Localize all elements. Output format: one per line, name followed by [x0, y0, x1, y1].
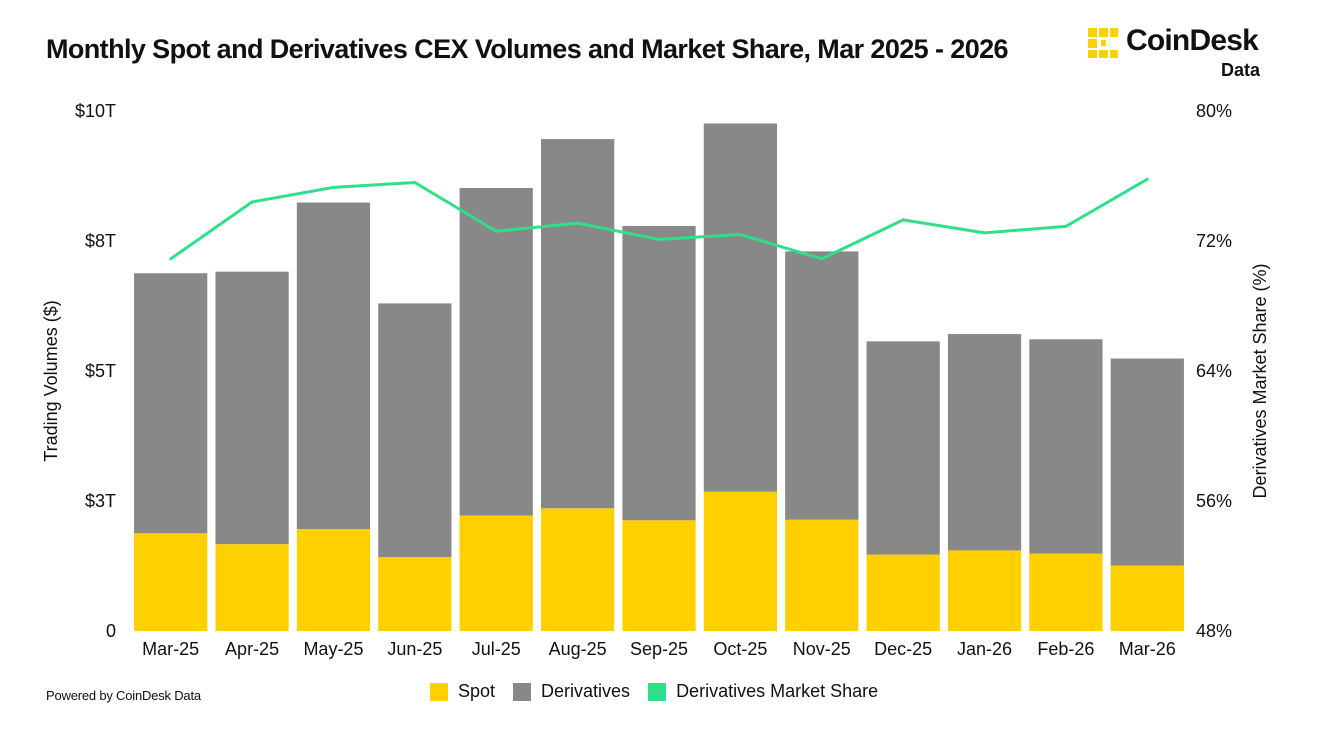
x-tick-label: Jan-26: [957, 639, 1012, 659]
point-market-share: [250, 200, 254, 204]
x-tick-label: Apr-25: [225, 639, 279, 659]
coindesk-logo: CoinDesk Data: [1086, 22, 1276, 82]
bar-derivatives: [1110, 358, 1184, 566]
x-tick-label: Nov-25: [793, 639, 851, 659]
bar-spot: [1110, 565, 1184, 631]
x-tick-label: Jun-25: [387, 639, 442, 659]
y-tick-label-right: 56%: [1196, 491, 1232, 511]
logo-subtitle: Data: [1220, 60, 1260, 80]
bar-derivatives: [622, 225, 696, 521]
x-tick-label: Sep-25: [630, 639, 688, 659]
y-tick-label-right: 72%: [1196, 231, 1232, 251]
bar-spot: [866, 554, 940, 631]
bar-spot: [947, 550, 1022, 631]
point-market-share: [331, 185, 335, 189]
x-tick-label: Dec-25: [874, 639, 932, 659]
bar-spot: [215, 544, 289, 631]
y-tick-label-right: 80%: [1196, 101, 1232, 121]
legend-label-market-share: Derivatives Market Share: [676, 681, 879, 701]
bar-derivatives: [215, 271, 289, 545]
x-tick-label: Mar-25: [142, 639, 199, 659]
legend-item-market-share: Derivatives Market Share: [648, 681, 878, 702]
bar-spot: [378, 557, 452, 631]
y-axis-label-left: Trading Volumes ($): [41, 300, 61, 461]
y-tick-label-left: $10T: [75, 101, 116, 121]
bar-derivatives: [378, 303, 452, 558]
bar-spot: [459, 515, 533, 631]
legend-item-spot: Spot: [430, 681, 495, 702]
x-tick-label: May-25: [303, 639, 363, 659]
coindesk-logo-icon: [1088, 28, 1118, 58]
point-market-share: [576, 221, 580, 225]
bar-spot: [540, 508, 615, 631]
bar-derivatives: [134, 273, 208, 534]
y-tick-label-right: 48%: [1196, 621, 1232, 641]
point-market-share: [169, 257, 173, 261]
bar-derivatives: [296, 202, 371, 530]
bar-derivatives: [540, 139, 615, 509]
x-tick-label: Feb-26: [1037, 639, 1094, 659]
logo-wordmark: CoinDesk: [1126, 24, 1259, 57]
bar-spot: [134, 533, 208, 631]
y-tick-label-left: $5T: [85, 361, 116, 381]
point-market-share: [983, 231, 987, 235]
legend-item-derivatives: Derivatives: [513, 681, 630, 702]
chart-legend: Spot Derivatives Derivatives Market Shar…: [430, 681, 878, 702]
bar-derivatives: [459, 187, 533, 516]
powered-by-footer: Powered by CoinDesk Data: [46, 688, 201, 703]
point-market-share: [1145, 177, 1149, 181]
x-tick-label: Mar-26: [1119, 639, 1176, 659]
point-market-share: [413, 181, 417, 184]
point-market-share: [820, 257, 824, 261]
legend-label-spot: Spot: [458, 681, 496, 701]
legend-swatch-market-share: [648, 682, 667, 701]
legend-swatch-spot: [430, 682, 448, 701]
legend-label-derivatives: Derivatives: [541, 681, 631, 701]
y-tick-label-left: $8T: [85, 231, 116, 251]
bar-derivatives: [947, 334, 1022, 551]
y-tick-label-left: $3T: [85, 491, 116, 511]
bar-derivatives: [1029, 339, 1103, 554]
bar-spot: [622, 520, 696, 631]
bar-spot: [1029, 553, 1103, 631]
bar-derivatives: [703, 123, 778, 492]
bar-derivatives: [866, 341, 940, 555]
x-tick-label: Jul-25: [472, 639, 521, 659]
y-tick-label-left: 0: [106, 621, 116, 641]
point-market-share: [1064, 224, 1068, 228]
bar-derivatives: [785, 251, 859, 520]
bar-spot: [785, 519, 859, 631]
y-axis-label-right: Derivatives Market Share (%): [1250, 263, 1270, 498]
point-market-share: [901, 218, 905, 222]
bar-spot: [703, 491, 778, 631]
point-market-share: [657, 237, 661, 241]
point-market-share: [738, 233, 742, 236]
point-market-share: [494, 229, 498, 233]
chart-title: Monthly Spot and Derivatives CEX Volumes…: [46, 34, 1009, 64]
y-tick-label-right: 64%: [1196, 361, 1232, 381]
x-tick-label: Oct-25: [713, 639, 767, 659]
x-tick-label: Aug-25: [549, 639, 607, 659]
bar-spot: [296, 529, 371, 631]
legend-swatch-derivatives: [513, 682, 532, 701]
